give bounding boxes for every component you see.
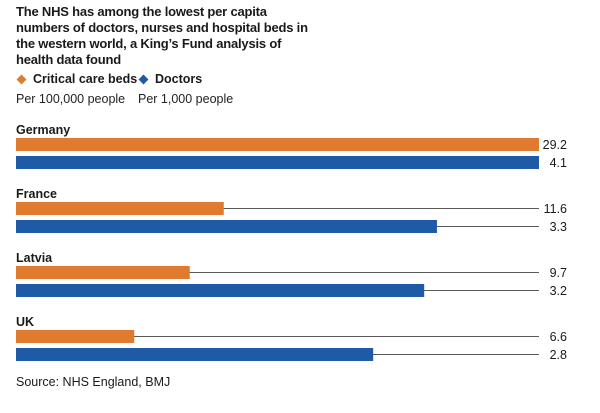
bar <box>16 266 190 279</box>
data-label: 3.2 <box>550 284 567 298</box>
category-label: Germany <box>16 123 70 137</box>
data-label: 9.7 <box>550 266 567 280</box>
bar <box>16 138 539 151</box>
category-label: Latvia <box>16 251 53 265</box>
bar <box>16 202 224 215</box>
legend-label: Critical care beds <box>33 72 138 86</box>
data-label: 4.1 <box>550 156 567 170</box>
legend-item-critical-care-beds: Critical care beds Per 100,000 people <box>16 72 137 106</box>
legend-unit: Per 100,000 people <box>16 92 126 106</box>
chart-title: The NHS has among the lowest per capita … <box>16 4 308 67</box>
data-label: 11.6 <box>544 202 567 216</box>
legend-label: Doctors <box>155 72 203 86</box>
data-label: 29.2 <box>543 138 567 152</box>
source-note: Source: NHS England, BMJ <box>16 375 171 389</box>
bar <box>16 284 425 297</box>
bar <box>16 348 374 361</box>
bar <box>16 220 437 233</box>
data-label: 2.8 <box>550 348 567 362</box>
bar <box>16 330 135 343</box>
legend-item-doctors: Doctors Per 1,000 people <box>138 72 233 106</box>
data-label: 3.3 <box>550 220 567 234</box>
legend-unit: Per 1,000 people <box>138 92 234 106</box>
bar <box>16 156 539 169</box>
data-label: 6.6 <box>550 330 567 344</box>
category-label: France <box>16 187 57 201</box>
category-label: UK <box>16 315 34 329</box>
